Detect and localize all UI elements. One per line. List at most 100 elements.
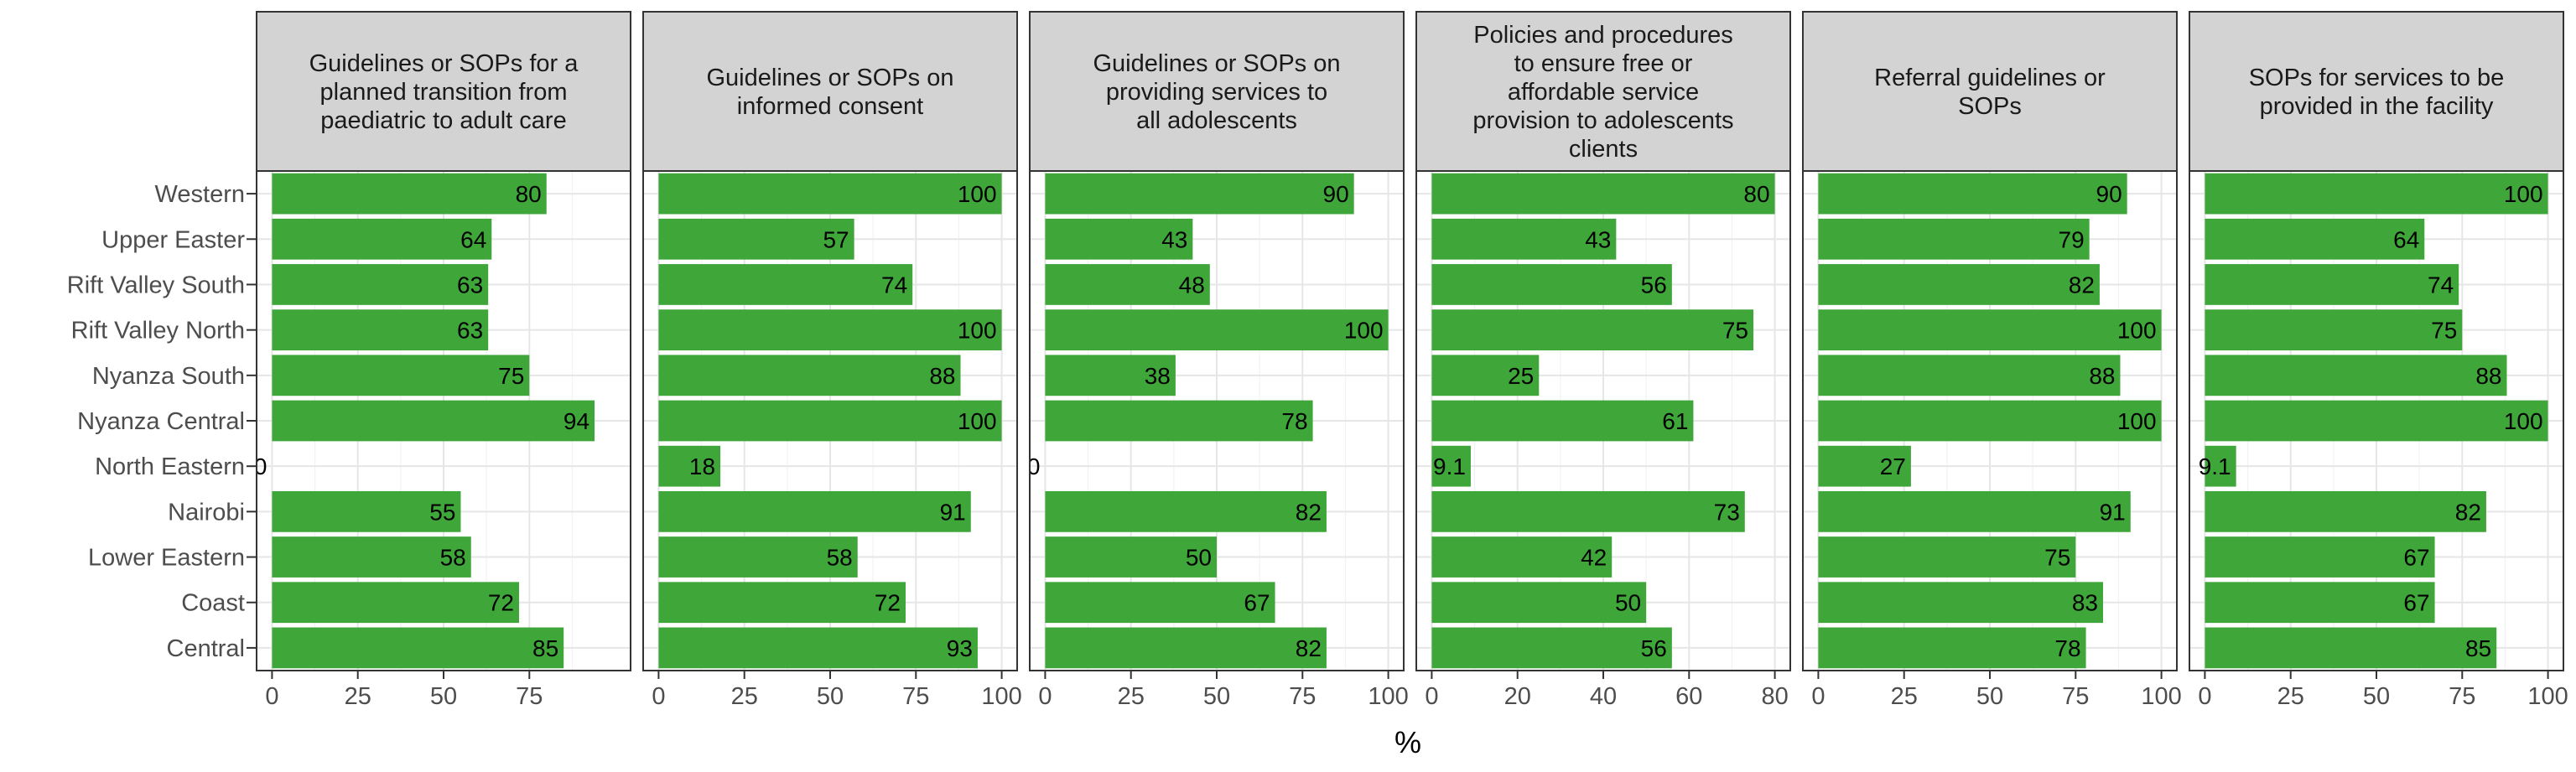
value-label: 43	[1161, 226, 1187, 252]
bar	[272, 490, 461, 532]
bar	[1431, 445, 1471, 487]
bar	[2205, 582, 2435, 624]
bar	[1818, 218, 2090, 260]
value-label: 42	[1581, 545, 1607, 571]
x-tick-label: 100	[981, 683, 1021, 710]
facet-title: Guidelines or SOPs on	[1093, 50, 1341, 77]
x-axis-title: %	[1394, 725, 1421, 759]
facet-strip	[256, 11, 631, 172]
facet-strip	[1029, 11, 1405, 172]
bar	[658, 355, 961, 396]
x-tick-label: 75	[902, 683, 929, 710]
facet-title: Policies and procedures	[1473, 22, 1733, 49]
value-label: 93	[947, 635, 973, 661]
bar	[1818, 264, 2100, 305]
value-label: 100	[2504, 408, 2543, 434]
value-label: 27	[1880, 453, 1906, 479]
facet-strip	[2189, 11, 2564, 172]
facet-title: provision to adolescents	[1472, 107, 1733, 134]
bar	[2205, 490, 2486, 532]
bar	[1431, 355, 1540, 396]
facet-title: SOPs	[1958, 93, 2022, 120]
bar	[1045, 400, 1313, 442]
bar	[1818, 173, 2127, 215]
facet-panel: Referral guidelines orSOPs90798210088100…	[1802, 11, 2182, 710]
value-label: 78	[1281, 408, 1307, 434]
facet-title: Guidelines or SOPs on	[707, 65, 954, 91]
bar	[1045, 309, 1389, 351]
value-label: 0	[1027, 453, 1041, 479]
value-label: 63	[457, 318, 483, 344]
value-label: 74	[881, 272, 907, 298]
category-label: Rift Valley South	[67, 272, 245, 298]
bar	[1431, 309, 1754, 351]
value-label: 74	[2428, 272, 2454, 298]
facet-title: Referral guidelines or	[1874, 65, 2106, 91]
bar	[272, 355, 530, 396]
x-tick-label: 25	[2277, 683, 2304, 710]
value-label: 90	[2096, 181, 2122, 207]
bar	[2205, 445, 2236, 487]
value-label: 80	[516, 181, 542, 207]
bar	[658, 582, 906, 624]
category-label: Lower Eastern	[88, 545, 245, 572]
facet-title: Guidelines or SOPs for a	[309, 50, 579, 77]
bar	[272, 627, 564, 669]
bar	[658, 490, 971, 532]
x-tick-label: 25	[345, 683, 371, 710]
bar	[1818, 627, 2086, 669]
facet-title: all adolescents	[1136, 107, 1297, 134]
bar	[2205, 355, 2507, 396]
value-label: 100	[2117, 318, 2157, 344]
bar	[2205, 309, 2463, 351]
x-tick-label: 0	[1811, 683, 1825, 710]
value-label: 100	[958, 181, 997, 207]
value-label: 56	[1641, 635, 1667, 661]
x-tick-label: 50	[2363, 683, 2390, 710]
bar	[1431, 264, 1672, 305]
bar	[658, 218, 854, 260]
category-label: Coast	[181, 590, 245, 617]
value-label: 0	[254, 453, 267, 479]
bar	[272, 309, 489, 351]
bar	[272, 173, 547, 215]
value-label: 94	[564, 408, 589, 434]
x-tick-label: 25	[1118, 683, 1145, 710]
value-label: 25	[1508, 363, 1534, 389]
bar	[658, 445, 721, 487]
value-label: 91	[940, 499, 966, 525]
bar	[2205, 536, 2435, 578]
value-label: 100	[958, 318, 997, 344]
facet-title: informed consent	[737, 93, 923, 120]
x-tick-label: 25	[731, 683, 758, 710]
value-label: 9.1	[2199, 453, 2231, 479]
value-label: 83	[2072, 590, 2098, 616]
bar	[2205, 400, 2548, 442]
facet-title: to ensure free or	[1514, 50, 1693, 77]
bar	[1818, 400, 2162, 442]
category-labels: Western Upper Easter Rift Valley South Rift…	[67, 181, 257, 662]
value-label: 100	[2117, 408, 2157, 434]
bar	[2205, 218, 2425, 260]
facet-title: paediatric to adult care	[320, 107, 566, 134]
x-tick-label: 20	[1504, 683, 1531, 710]
value-label: 88	[2475, 363, 2501, 389]
value-label: 100	[958, 408, 997, 434]
value-label: 91	[2100, 499, 2126, 525]
facet-title: affordable service	[1508, 79, 1699, 106]
value-label: 75	[498, 363, 524, 389]
value-label: 90	[1323, 181, 1349, 207]
value-label: 50	[1615, 590, 1641, 616]
bar	[1818, 582, 2104, 624]
bar	[658, 536, 858, 578]
bar	[1431, 173, 1775, 215]
value-label: 43	[1585, 226, 1611, 252]
value-label: 82	[2069, 272, 2095, 298]
value-label: 64	[2393, 226, 2419, 252]
bar	[1431, 536, 1613, 578]
facet-strip	[1415, 11, 1791, 172]
bar	[1431, 627, 1672, 669]
bar	[658, 627, 978, 669]
